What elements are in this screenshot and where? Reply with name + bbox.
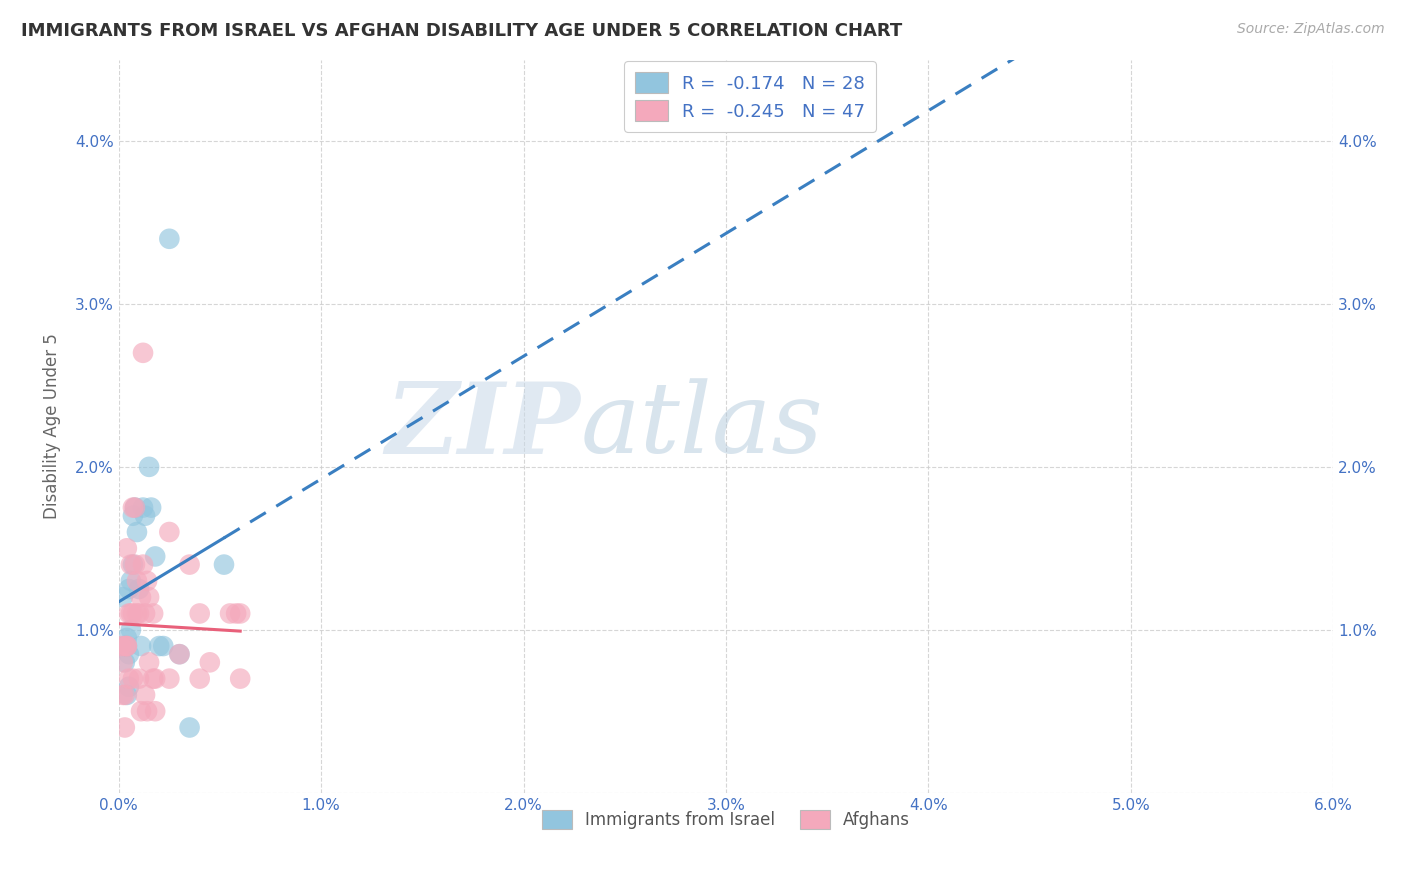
- Point: [132, 346, 155, 360]
- Point: [169, 647, 191, 661]
- Point: [111, 590, 134, 604]
- Point: [124, 558, 146, 572]
- Point: [229, 672, 252, 686]
- Legend: Immigrants from Israel, Afghans: Immigrants from Israel, Afghans: [534, 803, 917, 836]
- Point: [136, 704, 159, 718]
- Text: atlas: atlas: [581, 378, 823, 474]
- Point: [114, 639, 136, 653]
- Point: [134, 607, 156, 621]
- Point: [118, 680, 141, 694]
- Point: [138, 656, 160, 670]
- Point: [152, 639, 174, 653]
- Text: IMMIGRANTS FROM ISRAEL VS AFGHAN DISABILITY AGE UNDER 5 CORRELATION CHART: IMMIGRANTS FROM ISRAEL VS AFGHAN DISABIL…: [21, 22, 903, 40]
- Point: [157, 672, 180, 686]
- Point: [225, 607, 247, 621]
- Point: [125, 574, 148, 588]
- Point: [115, 639, 138, 653]
- Point: [129, 704, 152, 718]
- Point: [120, 574, 142, 588]
- Point: [129, 639, 152, 653]
- Point: [118, 672, 141, 686]
- Point: [122, 558, 145, 572]
- Point: [136, 574, 159, 588]
- Point: [132, 558, 155, 572]
- Y-axis label: Disability Age Under 5: Disability Age Under 5: [44, 334, 60, 519]
- Point: [134, 688, 156, 702]
- Point: [139, 500, 162, 515]
- Point: [110, 639, 132, 653]
- Point: [143, 704, 166, 718]
- Point: [115, 639, 138, 653]
- Point: [120, 623, 142, 637]
- Point: [125, 607, 148, 621]
- Point: [120, 558, 142, 572]
- Point: [212, 558, 235, 572]
- Point: [122, 508, 145, 523]
- Point: [114, 656, 136, 670]
- Point: [142, 607, 165, 621]
- Point: [157, 232, 180, 246]
- Point: [219, 607, 242, 621]
- Point: [142, 672, 165, 686]
- Point: [179, 558, 201, 572]
- Text: ZIP: ZIP: [385, 378, 581, 475]
- Point: [129, 590, 152, 604]
- Point: [122, 672, 145, 686]
- Point: [179, 721, 201, 735]
- Point: [115, 688, 138, 702]
- Point: [124, 500, 146, 515]
- Point: [118, 607, 141, 621]
- Point: [118, 647, 141, 661]
- Point: [115, 541, 138, 556]
- Point: [188, 607, 211, 621]
- Point: [111, 656, 134, 670]
- Point: [114, 688, 136, 702]
- Point: [229, 607, 252, 621]
- Point: [128, 607, 150, 621]
- Point: [188, 672, 211, 686]
- Point: [122, 607, 145, 621]
- Point: [115, 631, 138, 645]
- Point: [114, 721, 136, 735]
- Point: [143, 672, 166, 686]
- Point: [124, 500, 146, 515]
- Point: [198, 656, 221, 670]
- Point: [128, 672, 150, 686]
- Point: [148, 639, 170, 653]
- Point: [111, 688, 134, 702]
- Text: Source: ZipAtlas.com: Source: ZipAtlas.com: [1237, 22, 1385, 37]
- Point: [114, 639, 136, 653]
- Point: [138, 459, 160, 474]
- Point: [120, 607, 142, 621]
- Point: [169, 647, 191, 661]
- Point: [122, 500, 145, 515]
- Point: [128, 582, 150, 596]
- Point: [125, 524, 148, 539]
- Point: [118, 582, 141, 596]
- Point: [115, 639, 138, 653]
- Point: [138, 590, 160, 604]
- Point: [132, 500, 155, 515]
- Point: [143, 549, 166, 564]
- Point: [157, 524, 180, 539]
- Point: [134, 508, 156, 523]
